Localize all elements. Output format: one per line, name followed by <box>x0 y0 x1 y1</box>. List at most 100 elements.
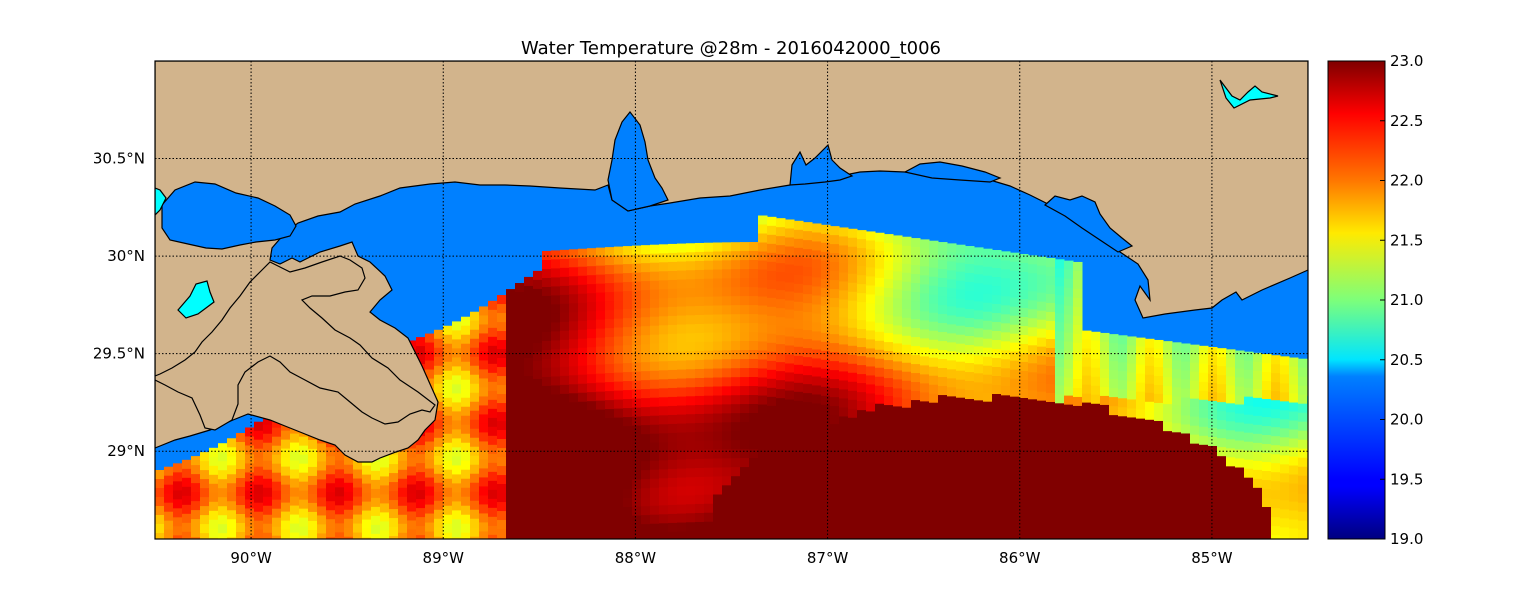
temperature-cell <box>461 424 471 435</box>
temperature-cell <box>470 437 480 448</box>
temperature-cell <box>794 490 804 501</box>
temperature-cell <box>1136 391 1146 402</box>
temperature-cell <box>488 480 498 491</box>
temperature-cell <box>992 250 1002 260</box>
temperature-cell <box>668 423 678 434</box>
temperature-cell <box>839 362 849 372</box>
temperature-cell <box>794 337 804 348</box>
temperature-cell <box>605 292 615 302</box>
temperature-cell <box>632 506 642 517</box>
temperature-cell <box>596 535 606 539</box>
temperature-cell <box>425 333 435 344</box>
temperature-cell <box>740 305 750 315</box>
temperature-cell <box>452 501 462 511</box>
temperature-cell <box>434 329 444 340</box>
temperature-cell <box>281 439 291 450</box>
temperature-cell <box>425 504 435 515</box>
temperature-cell <box>623 390 633 400</box>
temperature-cell <box>767 324 777 335</box>
temperature-cell <box>542 313 552 324</box>
temperature-cell <box>614 435 624 446</box>
temperature-cell <box>497 421 507 431</box>
temperature-cell <box>1010 405 1020 416</box>
temperature-cell <box>470 455 480 466</box>
temperature-cell <box>1163 458 1173 468</box>
temperature-cell <box>488 462 498 473</box>
temperature-cell <box>875 250 885 261</box>
temperature-cell <box>1082 537 1092 539</box>
temperature-cell <box>677 378 687 389</box>
temperature-cell <box>1145 491 1155 502</box>
temperature-cell <box>866 501 876 511</box>
temperature-cell <box>866 438 876 448</box>
temperature-cell <box>821 530 831 539</box>
temperature-cell <box>281 529 291 539</box>
temperature-cell <box>452 474 462 484</box>
temperature-cell <box>1064 440 1074 451</box>
temperature-cell <box>785 498 795 508</box>
chart-title: Water Temperature @28m - 2016042000_t006 <box>521 38 941 59</box>
temperature-cell <box>947 387 957 397</box>
temperature-cell <box>1010 486 1020 497</box>
temperature-cell <box>668 387 678 398</box>
temperature-cell <box>1217 438 1227 448</box>
temperature-cell <box>1037 265 1047 276</box>
temperature-cell <box>902 380 912 391</box>
temperature-cell <box>434 464 444 475</box>
temperature-cell <box>1172 387 1182 397</box>
temperature-cell <box>776 299 786 309</box>
temperature-cell <box>1100 341 1110 352</box>
temperature-cell <box>1244 504 1254 515</box>
temperature-cell <box>767 405 777 416</box>
temperature-cell <box>173 481 183 491</box>
temperature-cell <box>614 336 624 347</box>
temperature-cell <box>677 252 687 263</box>
temperature-cell <box>731 458 741 468</box>
temperature-cell <box>884 387 894 397</box>
temperature-cell <box>983 338 993 349</box>
temperature-cell <box>317 461 327 471</box>
temperature-cell <box>1091 331 1101 342</box>
temperature-cell <box>560 492 570 503</box>
temperature-cell <box>911 490 921 500</box>
temperature-cell <box>1091 430 1101 441</box>
temperature-cell <box>479 522 489 532</box>
temperature-cell <box>461 316 471 327</box>
temperature-cell <box>731 359 741 369</box>
temperature-cell <box>650 280 660 291</box>
temperature-cell <box>848 363 858 374</box>
temperature-cell <box>812 331 822 341</box>
temperature-cell <box>731 467 741 477</box>
temperature-cell <box>623 507 633 517</box>
temperature-cell <box>641 380 651 390</box>
temperature-cell <box>812 286 822 296</box>
temperature-cell <box>623 453 633 463</box>
temperature-cell <box>443 505 453 516</box>
temperature-cell <box>911 247 921 257</box>
temperature-cell <box>1163 431 1173 441</box>
temperature-cell <box>614 264 624 275</box>
temperature-cell <box>542 250 552 261</box>
temperature-cell <box>443 442 453 453</box>
temperature-cell <box>785 489 795 499</box>
temperature-cell <box>713 485 723 496</box>
temperature-cell <box>884 486 894 496</box>
temperature-cell <box>1001 431 1011 441</box>
temperature-cell <box>839 317 849 327</box>
temperature-cell <box>578 356 588 367</box>
temperature-cell <box>1028 273 1038 283</box>
temperature-cell <box>407 529 417 539</box>
temperature-cell <box>1118 479 1128 489</box>
temperature-cell <box>461 343 471 354</box>
temperature-cell <box>470 338 480 349</box>
temperature-cell <box>1154 420 1164 431</box>
temperature-cell <box>794 355 804 366</box>
temperature-cell <box>398 532 408 539</box>
temperature-cell <box>434 500 444 511</box>
temperature-cell <box>695 431 705 442</box>
temperature-cell <box>794 391 804 402</box>
temperature-cell <box>992 421 1002 431</box>
temperature-cell <box>1244 486 1254 497</box>
temperature-cell <box>659 433 669 443</box>
temperature-cell <box>875 385 885 396</box>
